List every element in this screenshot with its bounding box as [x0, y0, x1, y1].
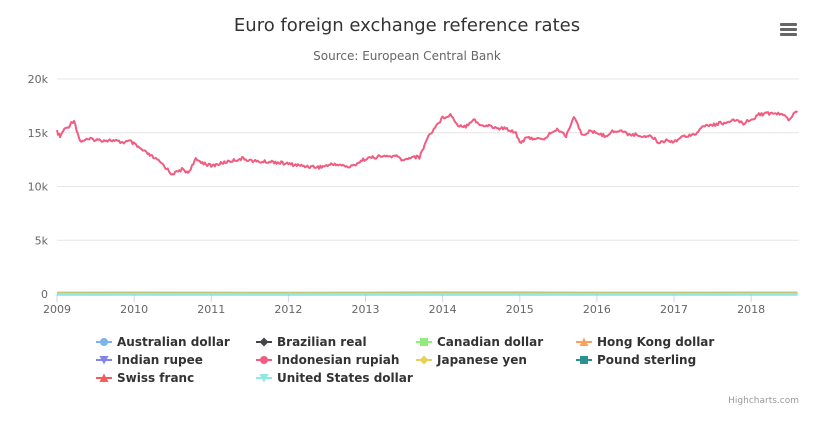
y-tick-label: 5k: [35, 234, 49, 247]
legend-item-japanese-yen[interactable]: Japanese yen: [416, 353, 527, 367]
legend-item-canadian-dollar[interactable]: Canadian dollar: [416, 335, 543, 349]
legend-label: United States dollar: [277, 371, 413, 385]
legend-marker-hong-kong-dollar: [579, 337, 589, 346]
hamburger-menu-icon: [780, 23, 797, 36]
legend-label: Indonesian rupiah: [277, 353, 399, 367]
legend-item-indonesian-rupiah[interactable]: Indonesian rupiah: [256, 353, 399, 367]
legend-label: Indian rupee: [117, 353, 203, 367]
legend-label: Japanese yen: [436, 353, 527, 367]
legend-marker-swiss-franc: [99, 373, 109, 382]
legend-item-indian-rupee[interactable]: Indian rupee: [96, 353, 203, 367]
legend-label: Pound sterling: [597, 353, 696, 367]
legend: Australian dollar Brazilian real Canadian …: [96, 335, 714, 385]
plot-area: [56, 110, 799, 296]
chart-subtitle: Source: European Central Bank: [313, 49, 501, 63]
legend-label: Hong Kong dollar: [597, 335, 714, 349]
export-menu-button[interactable]: [776, 18, 802, 42]
x-tick-label: 2009: [43, 303, 71, 316]
x-tick-label: 2012: [274, 303, 302, 316]
y-tick-label: 0: [41, 288, 48, 301]
legend-marker-canadian-dollar: [420, 338, 428, 346]
legend-label: Canadian dollar: [437, 335, 543, 349]
legend-marker-indonesian-rupiah: [260, 356, 268, 364]
chart-title: Euro foreign exchange reference rates: [234, 15, 580, 36]
legend-marker-pound-sterling: [580, 356, 588, 364]
legend-item-united-states-dollar[interactable]: United States dollar: [256, 371, 413, 385]
legend-item-pound-sterling[interactable]: Pound sterling: [576, 353, 696, 367]
legend-label: Swiss franc: [117, 371, 194, 385]
series-line-indonesian-rupiah[interactable]: [56, 110, 799, 176]
credits-link[interactable]: Highcharts.com: [728, 396, 799, 406]
legend-marker-united-states-dollar: [259, 374, 269, 383]
y-tick-label: 10k: [28, 181, 49, 194]
x-tick-label: 2013: [352, 303, 380, 316]
legend-label: Australian dollar: [117, 335, 230, 349]
legend-item-swiss-franc[interactable]: Swiss franc: [96, 371, 194, 385]
x-tick-label: 2018: [737, 303, 765, 316]
legend-item-australian-dollar[interactable]: Australian dollar: [96, 335, 230, 349]
legend-marker-brazilian-real: [259, 337, 269, 347]
y-grid: [57, 78, 799, 295]
x-tick-label: 2014: [429, 303, 457, 316]
legend-marker-japanese-yen: [419, 355, 429, 365]
legend-marker-indian-rupee: [99, 356, 109, 365]
y-tick-label: 15k: [28, 127, 49, 140]
x-tick-label: 2011: [197, 303, 225, 316]
legend-label: Brazilian real: [277, 335, 367, 349]
legend-marker-australian-dollar: [100, 338, 108, 346]
x-tick-label: 2016: [583, 303, 611, 316]
y-axis: 0 5k 10k 15k 20k: [28, 73, 49, 301]
x-tick-label: 2010: [120, 303, 148, 316]
y-tick-label: 20k: [28, 73, 49, 86]
legend-item-brazilian-real[interactable]: Brazilian real: [256, 335, 367, 349]
x-tick-label: 2015: [506, 303, 534, 316]
legend-item-hong-kong-dollar[interactable]: Hong Kong dollar: [576, 335, 714, 349]
x-tick-label: 2017: [660, 303, 688, 316]
x-axis: 2009 2010 2011 2012 2013 2014 2015 2016 2017 2018: [43, 294, 765, 316]
